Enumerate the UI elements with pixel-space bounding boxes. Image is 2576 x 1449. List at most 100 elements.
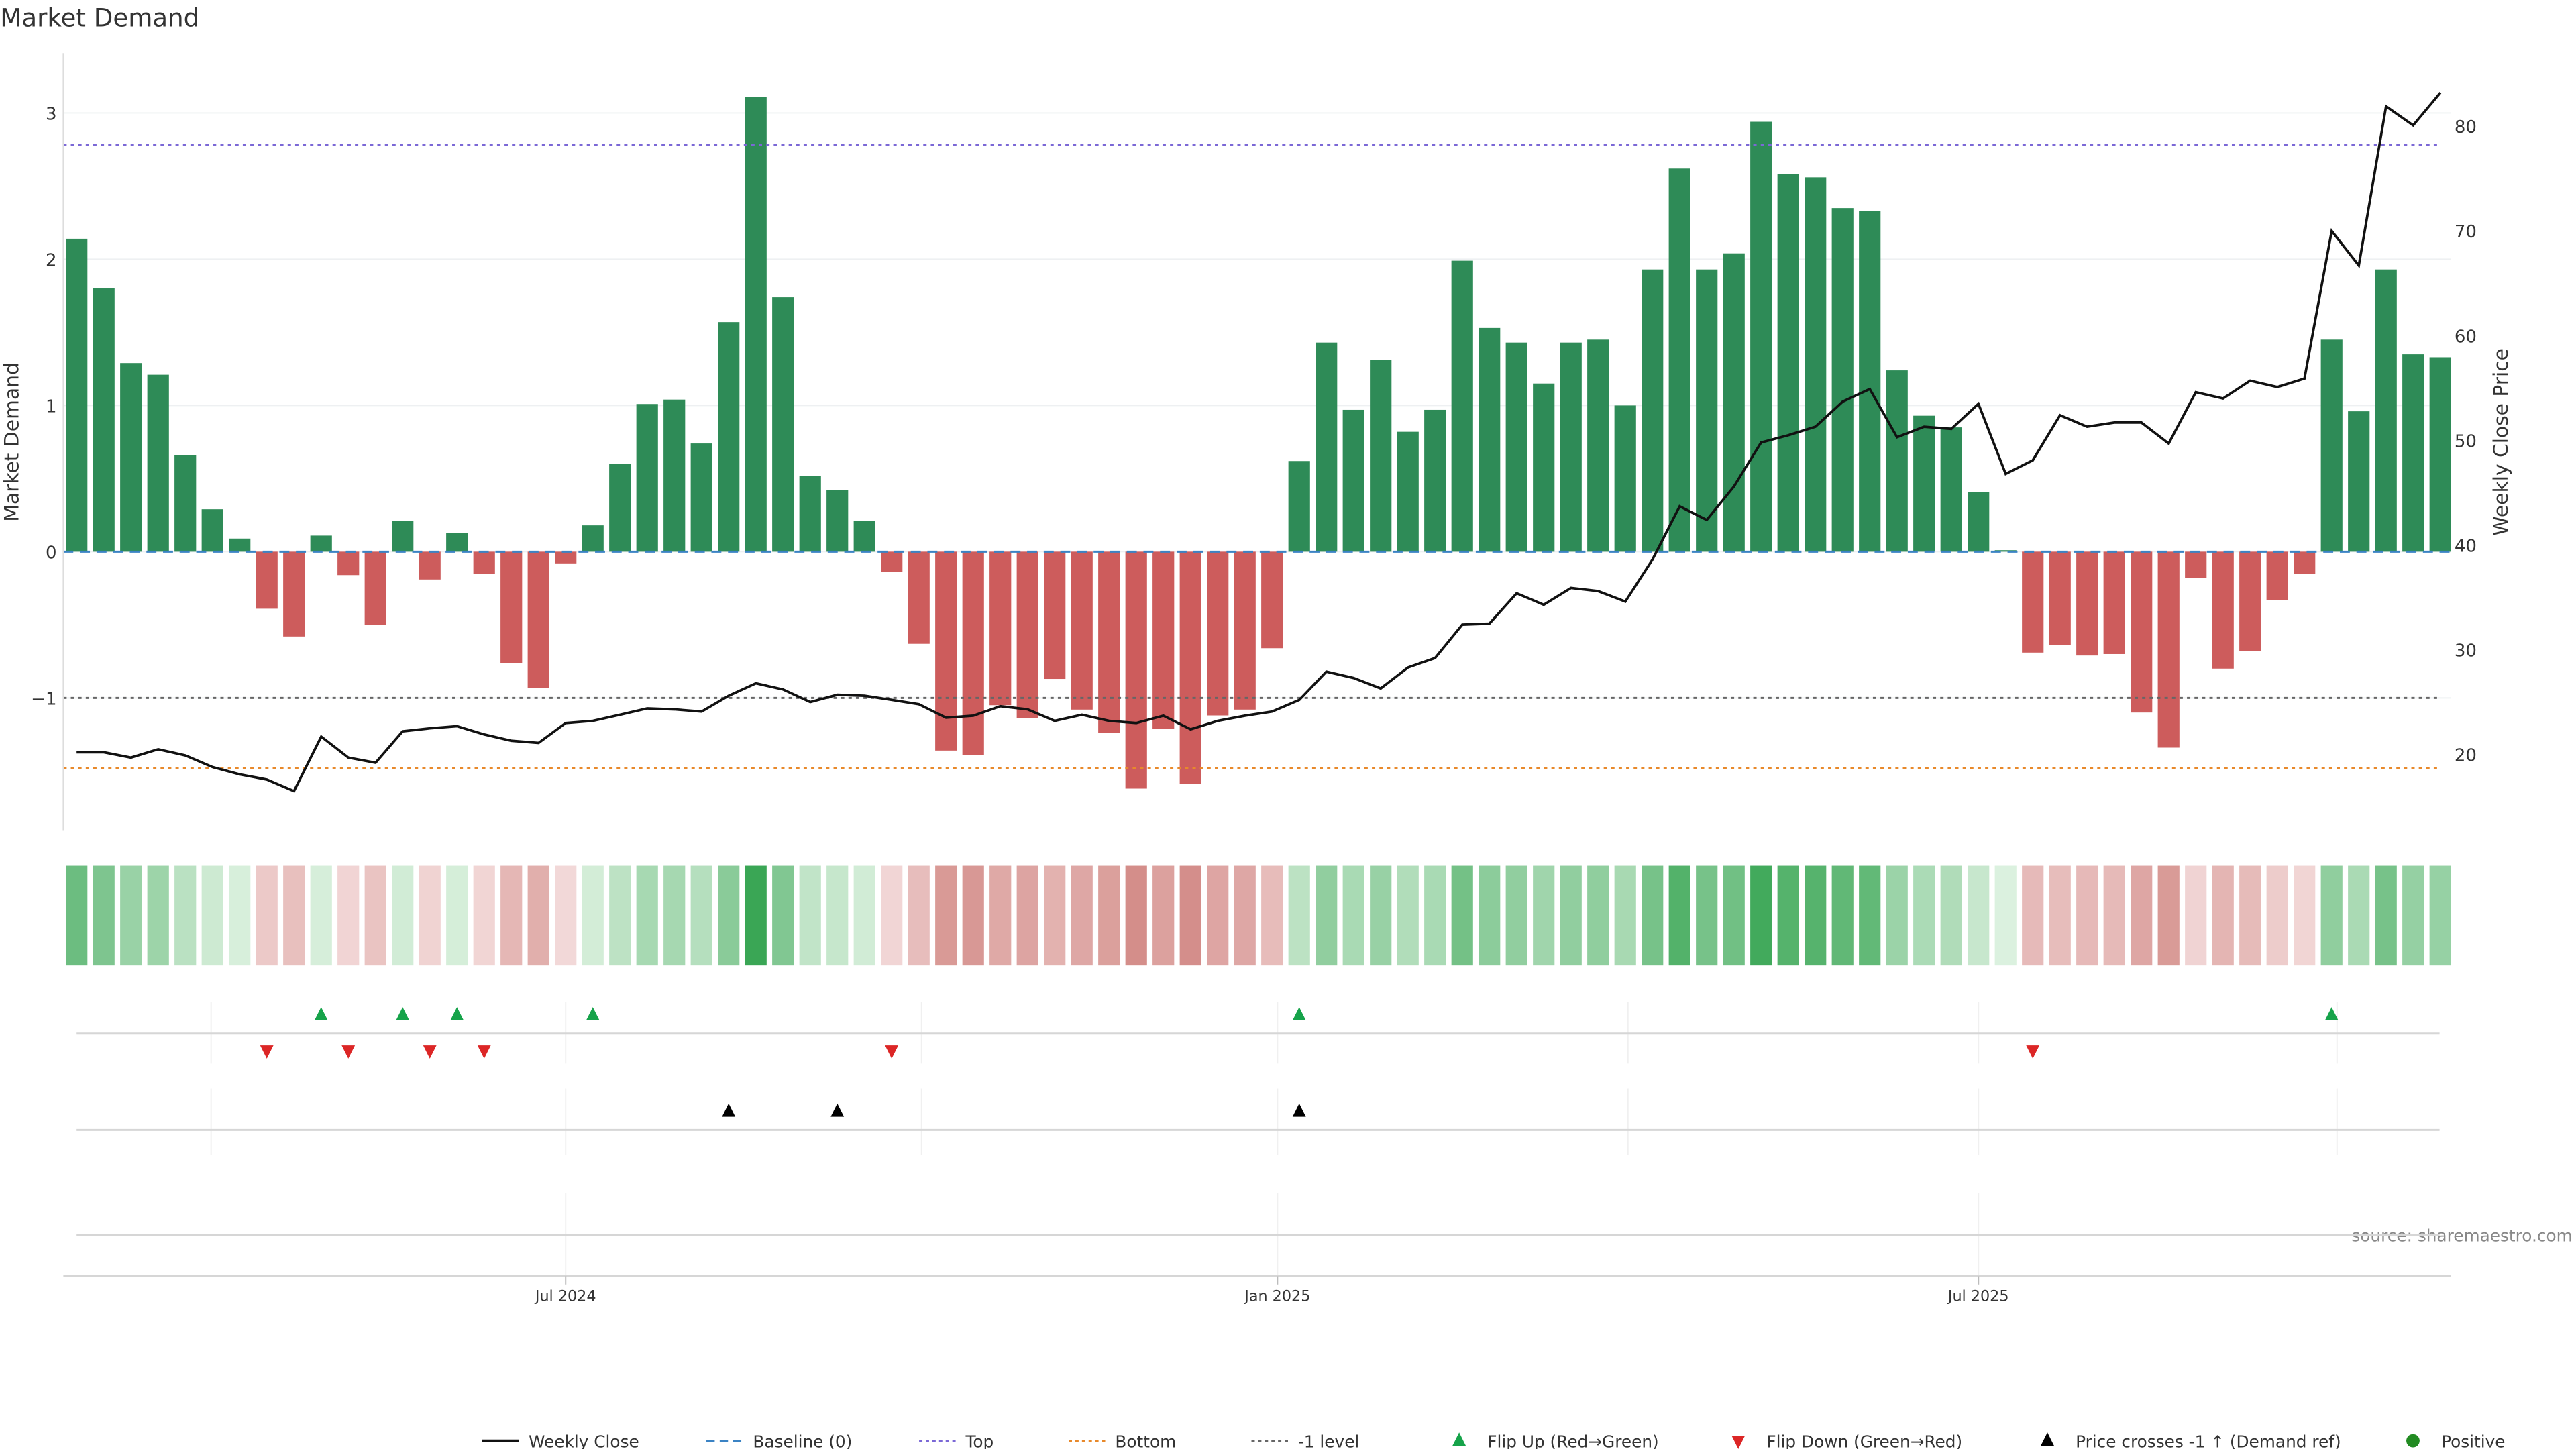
- demand-bar: [446, 533, 468, 552]
- demand-bar: [1859, 211, 1881, 552]
- y-tick-label: 1: [46, 396, 57, 417]
- demand-bar: [66, 238, 88, 552]
- heatmap-cell: [147, 865, 169, 966]
- flip-down-marker: [2026, 1045, 2040, 1059]
- demand-bar: [799, 476, 821, 552]
- heatmap-cell: [2103, 865, 2125, 966]
- demand-bar: [147, 374, 169, 552]
- demand-bar: [2103, 551, 2125, 654]
- demand-bar: [1451, 260, 1473, 552]
- demand-bar: [772, 297, 794, 552]
- heatmap-cell: [1831, 865, 1854, 966]
- heatmap-cell: [2049, 865, 2071, 966]
- flip-down-marker: [260, 1045, 274, 1059]
- heatmap-cell: [609, 865, 631, 966]
- y2-tick-label: 50: [2455, 431, 2477, 451]
- heatmap-cell: [2239, 865, 2261, 966]
- demand-bar: [1179, 551, 1201, 784]
- demand-bar: [1207, 551, 1229, 716]
- legend-label: Top: [965, 1432, 994, 1449]
- demand-bar: [1805, 177, 1827, 552]
- heatmap-cell: [2022, 865, 2044, 966]
- price-cross-marker: [830, 1103, 845, 1117]
- price-cross-marker: [1292, 1103, 1306, 1117]
- heatmap-cell: [1505, 865, 1527, 966]
- demand-bar: [1777, 174, 1799, 552]
- y2-tick-label: 40: [2455, 536, 2477, 556]
- heatmap-cell: [1886, 865, 1908, 966]
- heatmap-cell: [2429, 865, 2451, 966]
- demand-bar: [256, 551, 278, 609]
- heatmap-cell: [718, 865, 740, 966]
- heatmap-cell: [392, 865, 414, 966]
- demand-bar: [1125, 551, 1147, 789]
- heatmap-cell: [2294, 865, 2316, 966]
- heatmap-cell: [2157, 865, 2180, 966]
- legend-circle-icon: [2406, 1434, 2420, 1448]
- demand-bar: [908, 551, 930, 644]
- demand-bar: [1668, 168, 1690, 552]
- heatmap-cell: [473, 865, 495, 966]
- heatmap-cell: [799, 865, 821, 966]
- demand-bar: [527, 551, 549, 688]
- flip-up-marker: [314, 1007, 328, 1020]
- demand-bar: [1723, 253, 1745, 552]
- heatmap-cell: [1397, 865, 1419, 966]
- heatmap-cell: [1125, 865, 1147, 966]
- demand-bar: [473, 551, 495, 574]
- heatmap-cell: [2131, 865, 2153, 966]
- demand-bar: [1913, 415, 1935, 552]
- demand-bar: [229, 538, 251, 552]
- demand-bar: [1071, 551, 1093, 710]
- flip-down-marker: [423, 1045, 437, 1059]
- demand-bar: [2266, 551, 2288, 600]
- heatmap-cell: [283, 865, 305, 966]
- demand-bar: [283, 551, 305, 637]
- heatmap-cell: [1370, 865, 1392, 966]
- demand-bar: [853, 521, 875, 552]
- heatmap-cell: [446, 865, 468, 966]
- heatmap-cell: [1479, 865, 1501, 966]
- heatmap-cell: [1859, 865, 1881, 966]
- heatmap-cell: [201, 865, 223, 966]
- flip-up-marker: [450, 1007, 464, 1020]
- heatmap-cell: [1424, 865, 1446, 966]
- demand-bar: [663, 399, 686, 552]
- heatmap-cell: [93, 865, 115, 966]
- y2-tick-label: 20: [2455, 745, 2477, 765]
- heatmap-cell: [1098, 865, 1120, 966]
- y-tick-label: −1: [31, 689, 56, 709]
- heatmap-cell: [636, 865, 658, 966]
- heatmap-cell: [1044, 865, 1066, 966]
- demand-bar: [881, 551, 903, 572]
- demand-bar: [2348, 411, 2370, 552]
- demand-bar: [1587, 339, 1609, 552]
- heatmap-cell: [663, 865, 686, 966]
- legend-triangle-up-icon: [1452, 1432, 1466, 1446]
- demand-bar: [1642, 269, 1664, 552]
- heatmap-cell: [1152, 865, 1175, 966]
- demand-bar: [1152, 551, 1175, 729]
- heatmap-cell: [1288, 865, 1310, 966]
- demand-bar: [2185, 551, 2207, 578]
- demand-bar: [582, 525, 604, 552]
- demand-bar: [1696, 269, 1718, 552]
- heatmap-cell: [1071, 865, 1093, 966]
- heatmap-cell: [1668, 865, 1690, 966]
- y2-tick-label: 70: [2455, 222, 2477, 242]
- demand-bar: [1560, 342, 1582, 552]
- demand-bar: [1424, 409, 1446, 552]
- heatmap-cell: [1940, 865, 1962, 966]
- heatmap-cell: [2402, 865, 2424, 966]
- heatmap-cell: [1614, 865, 1636, 966]
- flip-down-marker: [885, 1045, 899, 1059]
- heatmap-cell: [337, 865, 360, 966]
- demand-bar: [2022, 551, 2044, 653]
- demand-bar: [1994, 550, 2017, 552]
- legend-label: Flip Up (Red→Green): [1487, 1432, 1658, 1449]
- y2-tick-label: 60: [2455, 327, 2477, 347]
- x-tick-label: Jul 2024: [534, 1288, 596, 1305]
- demand-bar: [1016, 551, 1038, 718]
- demand-bar: [2402, 354, 2424, 552]
- demand-bar: [1261, 551, 1283, 649]
